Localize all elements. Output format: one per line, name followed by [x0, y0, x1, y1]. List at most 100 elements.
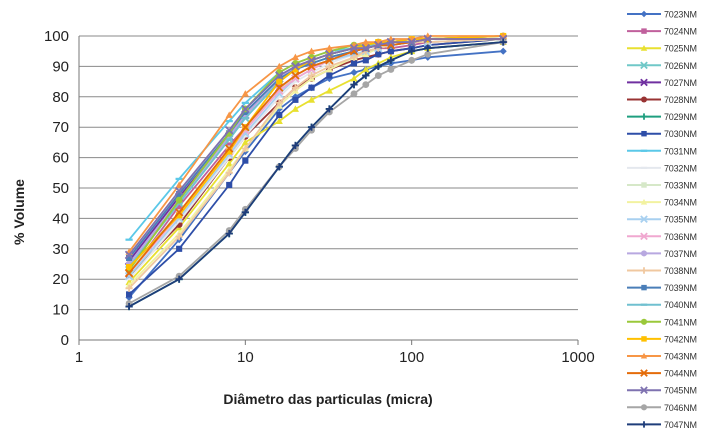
data-point [641, 130, 647, 137]
data-point [125, 302, 133, 311]
data-point [126, 254, 133, 261]
data-point [242, 157, 249, 164]
data-point [241, 208, 249, 216]
data-point [640, 10, 648, 18]
legend-item: 7042NM [627, 334, 697, 344]
legend-item: 7037NM [627, 249, 697, 259]
data-point [124, 271, 134, 281]
legend-label: 7025NM [664, 44, 697, 54]
data-point [326, 72, 333, 79]
series-7041NM [125, 32, 507, 274]
data-point [349, 43, 359, 53]
data-point [225, 169, 233, 177]
data-point [175, 196, 183, 204]
data-point [291, 74, 300, 83]
data-point [641, 28, 647, 34]
data-point [291, 141, 300, 150]
data-point [226, 181, 233, 189]
data-point [362, 81, 370, 89]
legend-label: 7046NM [664, 403, 697, 413]
data-point [275, 117, 283, 124]
legend-item: 7027NM [627, 78, 697, 88]
legend-label: 7037NM [664, 249, 697, 259]
data-point [640, 198, 648, 205]
legend-label: 7026NM [664, 61, 697, 71]
data-point [175, 275, 183, 283]
data-point [241, 104, 250, 114]
legend-item: 7025NM [627, 44, 697, 54]
legend-item: 7047NM [627, 420, 697, 430]
legend-label: 7031NM [664, 146, 697, 156]
data-point [640, 421, 648, 428]
data-point [174, 208, 184, 217]
series-line [128, 38, 504, 296]
y-tick-label: 20 [52, 271, 69, 288]
data-point [350, 81, 358, 89]
data-point [325, 62, 333, 70]
data-point [641, 182, 647, 188]
data-point [640, 404, 648, 411]
legend: 7023NM 7024NM 7025NM 7026NM 7027NM 7028NM 7029… [627, 10, 697, 430]
legend-item: 7046NM [627, 403, 697, 413]
y-tick-label: 70 [52, 119, 69, 136]
series-7038NM [125, 35, 507, 292]
data-point [375, 51, 382, 58]
legend-item: 7034NM [627, 198, 697, 208]
data-point [350, 60, 358, 67]
data-point [307, 123, 316, 131]
data-point [362, 65, 370, 73]
legend-label: 7045NM [664, 386, 697, 396]
data-point [640, 352, 648, 359]
data-point [175, 233, 183, 241]
data-point [640, 250, 648, 257]
data-point [499, 38, 507, 46]
data-point [241, 90, 249, 97]
series-line [128, 41, 504, 283]
data-point [362, 57, 369, 64]
data-point [374, 62, 382, 70]
legend-label: 7023NM [664, 10, 697, 20]
data-point [224, 144, 234, 153]
legend-label: 7029NM [664, 112, 697, 122]
y-tick-label: 60 [52, 150, 69, 167]
legend-label: 7042NM [664, 334, 697, 344]
data-point [291, 71, 300, 80]
series-line [128, 38, 504, 280]
x-tick-label: 1 [75, 349, 83, 366]
data-point [307, 62, 316, 71]
data-point [640, 386, 648, 395]
data-point [226, 148, 233, 155]
data-point [640, 113, 648, 120]
data-point [125, 284, 133, 292]
series-7024NM [126, 35, 507, 277]
legend-item: 7026NM [627, 61, 697, 71]
data-point [174, 186, 184, 196]
y-tick-label: 40 [52, 210, 69, 227]
legend-item: 7029NM [627, 112, 697, 122]
data-point [291, 53, 300, 61]
data-point [641, 336, 647, 342]
y-tick-labels: 0 10 20 30 40 50 60 70 80 90 100 [44, 28, 69, 349]
y-tick-label: 80 [52, 89, 69, 106]
data-point [308, 84, 315, 91]
legend-item: 7031NM [627, 146, 697, 156]
y-tick-label: 90 [52, 58, 69, 75]
legend-label: 7039NM [664, 283, 697, 293]
data-point [350, 53, 358, 61]
data-point [350, 90, 358, 98]
x-tick-label: 1000 [561, 349, 594, 366]
legend-label: 7024NM [664, 27, 697, 37]
data-point [225, 160, 233, 167]
data-point [640, 96, 648, 103]
legend-label: 7034NM [664, 198, 697, 208]
legend-item: 7038NM [627, 266, 697, 276]
legend-label: 7032NM [664, 163, 697, 173]
data-point [241, 138, 249, 146]
legend-item: 7040NM [627, 300, 697, 310]
data-point [325, 44, 333, 52]
legend-item: 7045NM [627, 386, 697, 396]
legend-item: 7030NM [627, 129, 697, 139]
data-point [362, 42, 369, 49]
data-point [640, 232, 648, 241]
data-point [424, 50, 432, 58]
